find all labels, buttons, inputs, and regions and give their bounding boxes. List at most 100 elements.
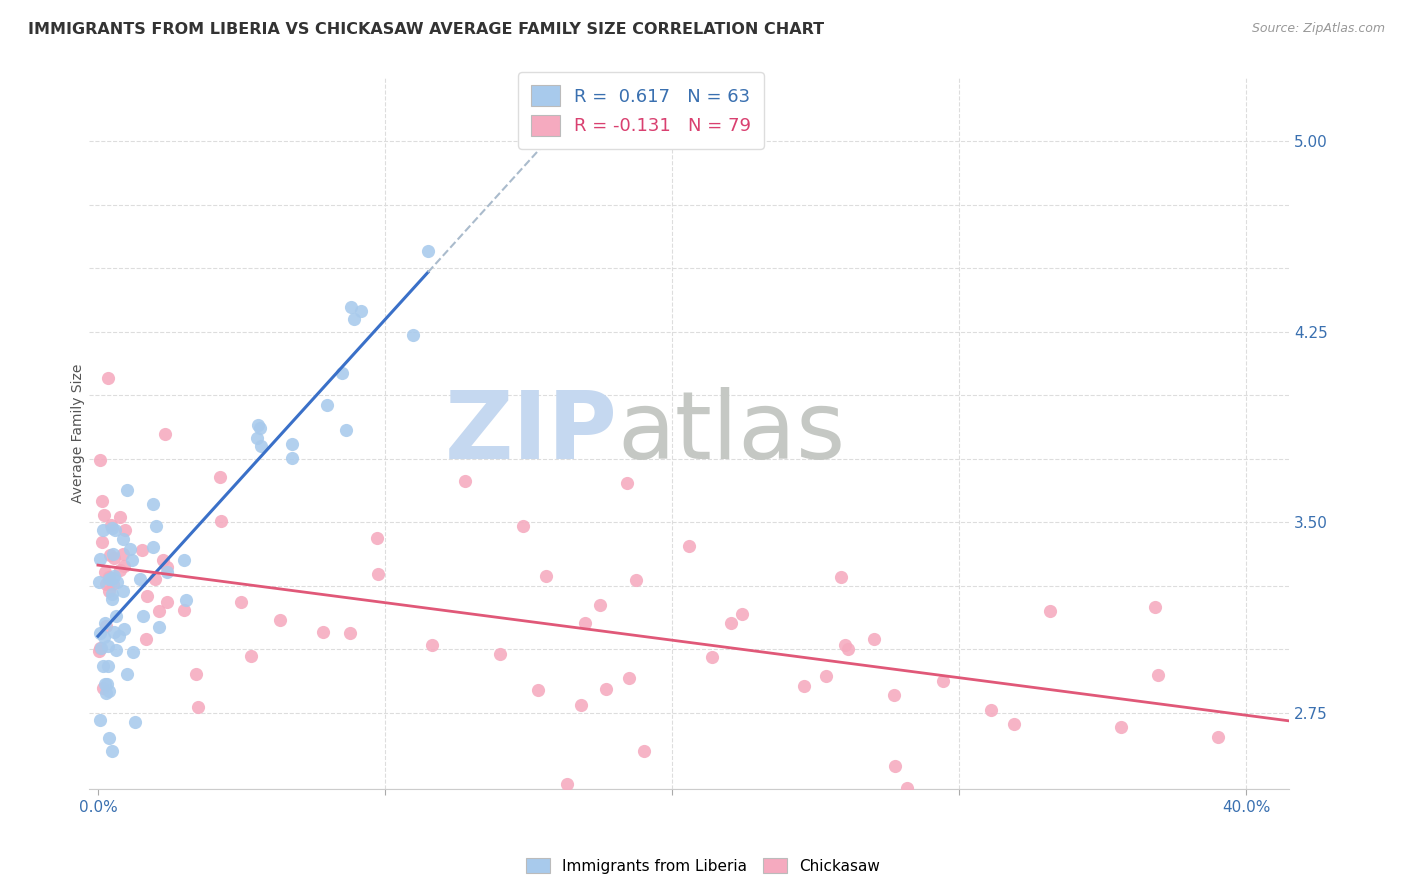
Point (349, 304, 371, 318)
Point (574, 615, 596, 630)
Point (101, 521, 124, 535)
Point (156, 595, 179, 609)
Point (100, 572, 122, 586)
Point (312, 625, 335, 640)
Point (89, 453, 111, 467)
Point (112, 622, 135, 636)
Point (108, 629, 131, 643)
Point (94, 677, 117, 691)
Point (135, 632, 157, 646)
Point (1206, 731, 1229, 745)
Legend: Immigrants from Liberia, Chickasaw: Immigrants from Liberia, Chickasaw (520, 852, 886, 880)
Point (111, 547, 134, 561)
Point (1002, 717, 1025, 731)
Point (896, 780, 918, 795)
Point (343, 312, 366, 326)
Point (97, 370, 120, 384)
Point (112, 559, 135, 574)
Point (1039, 604, 1062, 618)
Point (89, 643, 111, 657)
Point (143, 572, 166, 586)
Point (731, 607, 754, 622)
Point (91, 681, 114, 696)
Point (173, 553, 195, 567)
Point (94, 565, 117, 579)
Point (103, 577, 125, 591)
Point (111, 583, 134, 598)
Point (94, 686, 117, 700)
Point (815, 669, 838, 683)
Point (589, 598, 612, 612)
Point (97, 659, 120, 673)
Point (339, 300, 361, 314)
Point (94, 616, 117, 631)
Point (128, 572, 150, 586)
Point (91, 534, 114, 549)
Point (97, 639, 120, 653)
Point (187, 699, 209, 714)
Point (100, 744, 122, 758)
Point (335, 424, 357, 438)
Point (89, 714, 111, 728)
Point (883, 759, 905, 773)
Point (184, 667, 207, 681)
Point (103, 551, 125, 566)
Point (862, 632, 884, 647)
Point (1109, 720, 1132, 734)
Point (595, 681, 617, 696)
Point (240, 649, 263, 664)
Point (136, 590, 159, 604)
Point (101, 547, 124, 561)
Text: atlas: atlas (617, 387, 845, 479)
Point (883, 688, 905, 702)
Point (153, 426, 176, 441)
Point (616, 476, 638, 491)
Point (114, 524, 136, 538)
Point (173, 603, 195, 617)
Point (101, 587, 124, 601)
Point (142, 497, 165, 511)
Point (1143, 599, 1166, 614)
Point (89, 640, 111, 655)
Point (132, 609, 155, 624)
Legend: R =  0.617   N = 63, R = -0.131   N = 79: R = 0.617 N = 63, R = -0.131 N = 79 (519, 72, 763, 148)
Point (89, 625, 111, 640)
Point (97, 731, 120, 746)
Point (246, 418, 269, 433)
Point (100, 548, 122, 562)
Point (793, 679, 815, 693)
Point (145, 519, 167, 533)
Point (124, 714, 146, 729)
Point (830, 570, 852, 584)
Point (330, 367, 353, 381)
Point (101, 591, 124, 606)
Point (534, 569, 557, 583)
Point (156, 566, 179, 580)
Point (94, 619, 117, 633)
Point (96, 677, 118, 691)
Text: IMMIGRANTS FROM LIBERIA VS CHICKASAW AVERAGE FAMILY SIZE CORRELATION CHART: IMMIGRANTS FROM LIBERIA VS CHICKASAW AVE… (28, 22, 824, 37)
Point (93, 630, 115, 644)
Point (249, 421, 271, 435)
Point (931, 673, 953, 688)
Point (93, 508, 115, 522)
Point (454, 475, 477, 489)
Point (118, 542, 141, 557)
Point (633, 744, 655, 758)
Point (174, 593, 197, 607)
Point (156, 559, 179, 574)
Point (281, 450, 304, 465)
Text: ZIP: ZIP (444, 387, 617, 479)
Point (89, 551, 111, 566)
Point (834, 638, 856, 652)
Point (104, 609, 127, 624)
Point (117, 667, 139, 681)
Point (512, 519, 534, 533)
Point (89, 575, 111, 590)
Point (316, 398, 339, 412)
Point (837, 642, 859, 657)
Point (571, 698, 593, 712)
Point (103, 569, 125, 583)
Point (148, 604, 170, 618)
Point (1146, 668, 1168, 682)
